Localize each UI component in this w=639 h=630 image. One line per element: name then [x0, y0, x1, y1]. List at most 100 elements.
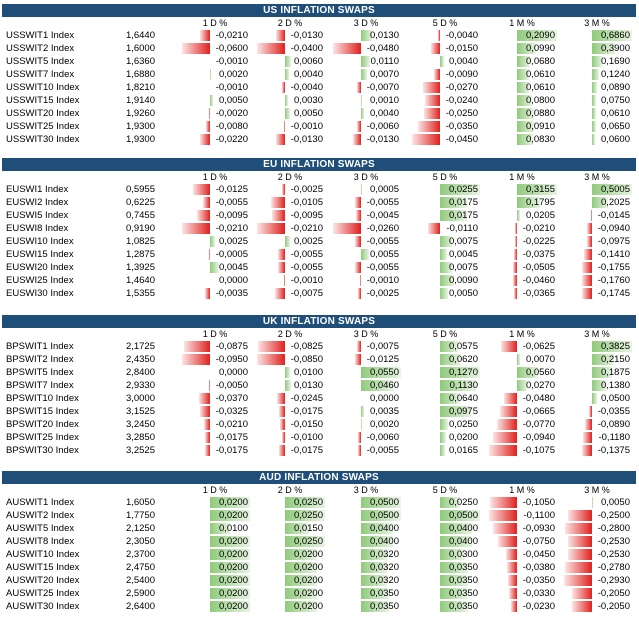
index-level: 0,7455 — [125, 210, 155, 221]
change-value: -0,0020 — [215, 108, 248, 119]
positive-data-bar — [592, 134, 595, 145]
change-cell: -0,1075 — [487, 444, 557, 457]
index-name: USSWIT1 Index — [6, 30, 75, 41]
column-header: 3 D % — [353, 485, 379, 495]
change-cell: 0,0060 — [255, 55, 325, 68]
change-cell: -0,0240 — [410, 94, 480, 107]
change-cell: -0,1760 — [562, 274, 632, 287]
negative-data-bar — [489, 445, 517, 456]
change-cell: 0,0050 — [255, 107, 325, 120]
change-cell: 0,0070 — [487, 353, 557, 366]
index-level: 1,6360 — [125, 56, 155, 67]
positive-data-bar — [440, 575, 468, 586]
change-cell: 0,0205 — [487, 209, 557, 222]
change-cell: 0,0500 — [331, 496, 401, 509]
change-value: 0,2025 — [600, 197, 630, 208]
change-value: 0,0050 — [448, 288, 478, 299]
table-row: BPSWIT2 Index 2,4350 -0,0950 -0,0850 -0,0125… — [2, 353, 636, 366]
index-name: USSWIT10 Index — [6, 82, 80, 93]
positive-data-bar — [361, 523, 393, 534]
change-value: 0,0040 — [369, 108, 399, 119]
change-cell: -0,0245 — [255, 392, 325, 405]
negative-data-bar — [355, 197, 361, 208]
change-cell: -0,2050 — [562, 600, 632, 613]
change-cell: -0,0080 — [180, 120, 250, 133]
positive-data-bar — [361, 367, 401, 378]
negative-data-bar — [424, 108, 440, 119]
change-value: 0,0650 — [600, 121, 630, 132]
change-value: 0,0990 — [525, 43, 555, 54]
change-cell: -0,1180 — [562, 431, 632, 444]
index-name: AUSWIT5 Index — [6, 523, 75, 534]
change-cell: 0,0200 — [255, 587, 325, 600]
change-value: -0,0055 — [366, 445, 399, 456]
negative-data-bar — [197, 210, 210, 221]
change-value: 0,0250 — [293, 497, 323, 508]
change-cell: -0,0330 — [487, 587, 557, 600]
change-cell: 0,0200 — [180, 535, 250, 548]
negative-data-bar — [568, 510, 592, 521]
negative-data-bar — [284, 275, 285, 286]
table-row: BPSWIT20 Index 3,2450 -0,0210 -0,0150 0,0020… — [2, 418, 636, 431]
change-cell: -0,0150 — [410, 42, 480, 55]
positive-data-bar — [517, 354, 520, 365]
negative-data-bar — [489, 510, 517, 521]
table-row: BPSWIT15 Index 3,1525 -0,0325 -0,0175 0,0035… — [2, 405, 636, 418]
negative-data-bar — [277, 393, 285, 404]
change-value: 0,1380 — [600, 380, 630, 391]
negative-data-bar — [438, 30, 440, 41]
change-value: -0,2500 — [597, 510, 630, 521]
change-cell: 0,0500 — [410, 509, 480, 522]
change-value: -0,0240 — [445, 95, 478, 106]
change-value: -0,0210 — [290, 223, 323, 234]
change-cell: -0,0365 — [487, 287, 557, 300]
positive-data-bar — [285, 497, 325, 508]
negative-data-bar — [282, 82, 285, 93]
positive-data-bar — [361, 95, 362, 106]
index-name: EUSWI20 Index — [6, 262, 74, 273]
change-cell: 0,0005 — [331, 183, 401, 196]
negative-data-bar — [278, 249, 285, 260]
change-value: 0,0575 — [448, 341, 478, 352]
change-value: -0,2530 — [597, 536, 630, 547]
change-value: -0,0940 — [597, 223, 630, 234]
change-cell: -0,0010 — [180, 81, 250, 94]
positive-data-bar — [592, 184, 632, 195]
negative-data-bar — [418, 121, 440, 132]
change-value: -0,0375 — [522, 249, 555, 260]
change-value: 0,1130 — [449, 380, 478, 391]
change-value: 0,3825 — [600, 341, 630, 352]
index-name: BPSWIT20 Index — [6, 419, 79, 430]
positive-data-bar — [517, 56, 530, 67]
negative-data-bar — [205, 432, 210, 443]
positive-data-bar — [517, 134, 533, 145]
change-value: -0,0035 — [215, 288, 248, 299]
positive-data-bar — [285, 380, 291, 391]
index-level: 3,2450 — [125, 419, 155, 430]
change-value: -0,0130 — [366, 134, 399, 145]
change-value: -0,2530 — [597, 549, 630, 560]
positive-data-bar — [517, 197, 540, 208]
change-value: -0,0075 — [366, 341, 399, 352]
change-value: -0,0325 — [215, 406, 248, 417]
change-cell: 0,0400 — [331, 535, 401, 548]
index-name: EUSWI8 Index — [6, 223, 69, 234]
change-value: 0,0075 — [448, 236, 478, 247]
change-value: 0,0200 — [218, 575, 248, 586]
change-value: 0,0350 — [369, 601, 399, 612]
change-value: 0,0050 — [600, 497, 630, 508]
positive-data-bar — [440, 445, 445, 456]
change-cell: 0,0070 — [331, 68, 401, 81]
positive-data-bar — [440, 354, 460, 365]
change-cell: 0,5005 — [562, 183, 632, 196]
change-value: 0,0090 — [448, 275, 478, 286]
change-cell: 0,1380 — [562, 379, 632, 392]
change-value: -0,0175 — [215, 445, 248, 456]
negative-data-bar — [434, 69, 440, 80]
change-value: 0,0100 — [293, 367, 323, 378]
change-cell: -0,0045 — [331, 209, 401, 222]
negative-data-bar — [572, 601, 592, 612]
positive-data-bar — [440, 56, 444, 67]
change-cell: -0,0210 — [180, 418, 250, 431]
change-value: 0,0600 — [600, 134, 630, 145]
